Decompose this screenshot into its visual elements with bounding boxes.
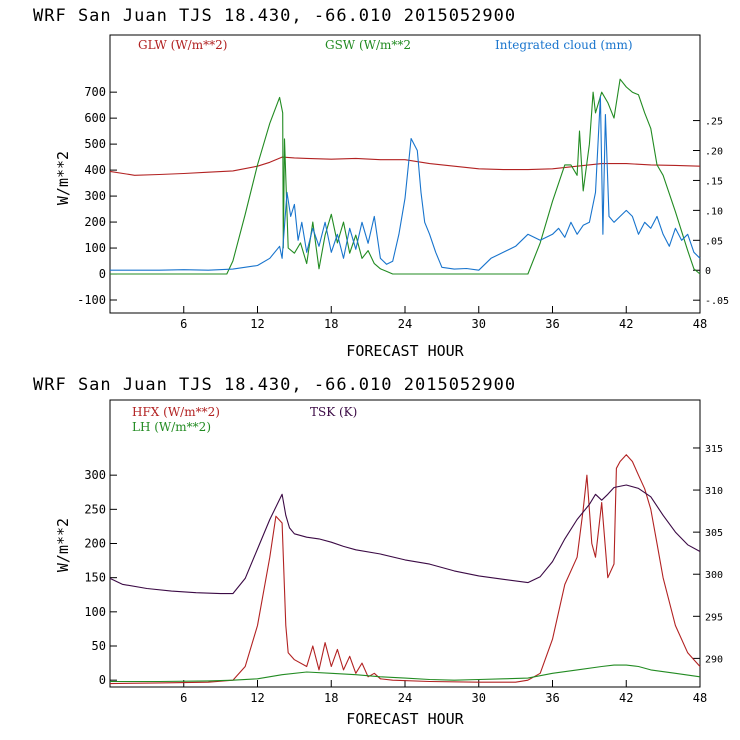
x-tick-label: 42 (619, 691, 633, 705)
series-line-tsk (109, 484, 701, 595)
panel2-y2-axis: 290 295 300 305 310 315 (693, 444, 723, 665)
y-tick-label: 50 (92, 639, 106, 653)
y-tick-label: 300 (84, 189, 106, 203)
y2-tick-label: 310 (705, 486, 723, 497)
series-line-lh (110, 664, 701, 683)
x-tick-label: 18 (324, 691, 338, 705)
y2-tick-label: 300 (705, 570, 723, 581)
panel1-title: WRF San Juan TJS 18.430, -66.010 2015052… (33, 6, 516, 26)
panel2-x-axis: 6 12 18 24 30 36 42 48 (180, 680, 707, 705)
panel1-plot-frame (109, 34, 701, 314)
y2-tick-label: .05 (705, 236, 723, 247)
panel1-y2-axis: -.05 0 .05 .10 .15 .20 .25 (693, 117, 729, 307)
panel1-series (109, 78, 701, 275)
series-line-gsw (110, 78, 701, 275)
y-tick-label: 500 (84, 137, 106, 151)
y-tick-label: -100 (77, 293, 106, 307)
x-tick-label: 12 (250, 691, 264, 705)
y-tick-label: 250 (84, 502, 106, 516)
y2-tick-label: 295 (705, 612, 723, 623)
x-tick-label: 6 (180, 317, 187, 331)
y2-tick-label: .20 (705, 146, 723, 157)
x-tick-label: 30 (472, 691, 486, 705)
legend-gsw: GSW (W/m**2 (325, 38, 411, 52)
series-line-glw (109, 156, 701, 176)
y2-tick-label: .15 (705, 176, 723, 187)
y2-tick-label: .25 (705, 117, 723, 128)
x-tick-label: 48 (693, 317, 707, 331)
panel2-x-axis-label: FORECAST HOUR (346, 710, 464, 728)
legend-tsk: TSK (K) (310, 405, 357, 419)
y2-tick-label: .10 (705, 206, 723, 217)
panel1-x-axis-label: FORECAST HOUR (346, 342, 464, 360)
panel2-series (109, 454, 701, 685)
x-tick-label: 6 (180, 691, 187, 705)
y2-tick-label: 290 (705, 654, 723, 665)
y-tick-label: 100 (84, 241, 106, 255)
y-tick-label: 400 (84, 163, 106, 177)
x-tick-label: 24 (398, 317, 412, 331)
x-tick-label: 18 (324, 317, 338, 331)
panel2-title: WRF San Juan TJS 18.430, -66.010 2015052… (33, 375, 516, 395)
x-tick-label: 24 (398, 691, 412, 705)
legend-hfx: HFX (W/m**2) (132, 405, 220, 419)
panel-radiation-cloud: WRF San Juan TJS 18.430, -66.010 2015052… (33, 6, 729, 360)
panel1-y-axis: -100 0 100 200 300 400 500 600 700 (77, 85, 117, 307)
series-line-hfx (109, 454, 701, 685)
legend-lh: LH (W/m**2) (132, 420, 211, 434)
legend-integrated-cloud: Integrated cloud (mm) (495, 38, 633, 52)
panel2-plot-frame (109, 399, 701, 688)
panel1-x-axis: 6 12 18 24 30 36 42 48 (180, 306, 707, 331)
x-tick-label: 36 (545, 691, 559, 705)
y-tick-label: 300 (84, 468, 106, 482)
x-tick-label: 42 (619, 317, 633, 331)
x-tick-label: 36 (545, 317, 559, 331)
y2-tick-label: 305 (705, 528, 723, 539)
y2-tick-label: 315 (705, 444, 723, 455)
y-tick-label: 100 (84, 605, 106, 619)
y-tick-label: 200 (84, 215, 106, 229)
y-tick-label: 200 (84, 537, 106, 551)
y2-tick-label: 0 (705, 266, 711, 277)
x-tick-label: 48 (693, 691, 707, 705)
panel1-y-axis-label: W/m**2 (54, 151, 72, 205)
legend-glw: GLW (W/m**2) (138, 38, 227, 52)
y-tick-label: 150 (84, 571, 106, 585)
y-tick-label: 700 (84, 85, 106, 99)
panel2-y-axis: 0 50 100 150 200 250 300 (84, 468, 117, 687)
series-line-integrated (110, 96, 701, 271)
y2-tick-label: -.05 (705, 296, 729, 307)
y-tick-label: 0 (99, 267, 106, 281)
panel2-y-axis-label: W/m**2 (54, 518, 72, 572)
x-tick-label: 30 (472, 317, 486, 331)
y-tick-label: 0 (99, 673, 106, 687)
x-tick-label: 12 (250, 317, 264, 331)
panel-surface-fluxes: WRF San Juan TJS 18.430, -66.010 2015052… (33, 375, 723, 728)
y-tick-label: 600 (84, 111, 106, 125)
